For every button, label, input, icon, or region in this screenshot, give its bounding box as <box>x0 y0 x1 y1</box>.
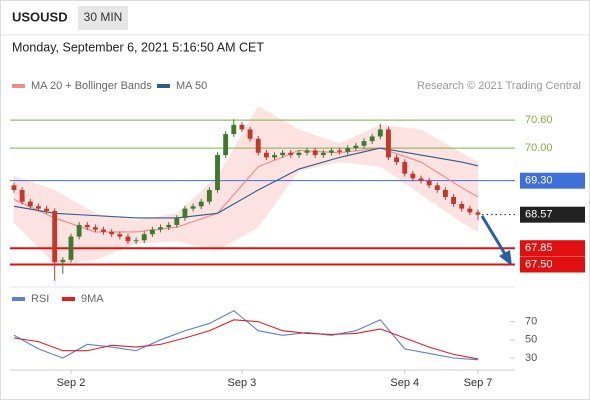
level-label-box <box>520 172 585 189</box>
legend-swatch <box>12 84 25 88</box>
candle-body <box>35 206 41 209</box>
candle-body <box>206 190 212 202</box>
candle-body <box>369 136 375 142</box>
level-label: 70.60 <box>525 114 553 126</box>
candle-body <box>223 134 229 156</box>
candle-body <box>386 129 391 158</box>
candle-body <box>117 234 123 237</box>
x-tick-label: Sep 3 <box>228 377 257 389</box>
candle-body <box>394 157 400 163</box>
level-label: 68.57 <box>525 209 553 221</box>
candle-body <box>320 152 326 156</box>
legend-swatch <box>62 297 75 301</box>
x-tick-label: Sep 7 <box>464 377 493 389</box>
x-tick-label: Sep 2 <box>57 377 86 389</box>
candle-body <box>410 173 416 179</box>
candle-body <box>60 259 66 263</box>
candle-body <box>451 196 457 204</box>
candle-body <box>52 210 58 263</box>
candle-body <box>475 212 481 215</box>
candle-body <box>247 129 253 139</box>
candle-body <box>44 208 50 211</box>
candle-body <box>174 217 180 225</box>
candle-body <box>109 231 115 235</box>
y-tick-label: 70 <box>525 316 537 328</box>
legend-swatch <box>12 297 25 301</box>
level-label-box <box>520 206 585 223</box>
candle-body <box>133 240 139 242</box>
candle-body <box>288 152 294 156</box>
candle-body <box>27 201 33 207</box>
level-label: 70.00 <box>525 142 553 154</box>
candle-body <box>426 180 432 186</box>
datetime: Monday, September 6, 2021 5:16:50 AM CET <box>12 40 264 54</box>
candle-body <box>467 208 473 213</box>
level-label: 67.50 <box>525 258 553 270</box>
candle-body <box>68 236 74 260</box>
timeframe[interactable]: 30 MIN <box>84 10 123 24</box>
level-label-box <box>520 256 585 273</box>
symbol: USOUSD <box>12 9 68 24</box>
legend-label: MA 50 <box>176 80 207 92</box>
level-label: 67.85 <box>525 242 553 254</box>
candle-body <box>402 162 408 174</box>
candle-body <box>345 148 351 152</box>
candle-body <box>84 224 90 228</box>
candle-body <box>11 185 17 190</box>
y-tick-label: 30 <box>525 352 537 364</box>
candle-body <box>215 155 220 190</box>
indicator-line <box>13 147 479 219</box>
candle-body <box>459 203 465 209</box>
candle-body <box>76 224 82 237</box>
legend-swatch <box>157 84 170 88</box>
candle-body <box>149 229 155 235</box>
timeframe-tab[interactable] <box>78 6 128 30</box>
candle-body <box>101 229 106 232</box>
candle-body <box>296 152 302 156</box>
candle-body <box>158 227 163 230</box>
x-tick-label: Sep 4 <box>390 377 419 389</box>
legend-label: RSI <box>31 293 49 305</box>
source: Research © 2021 Trading Central <box>417 80 581 92</box>
candle-body <box>418 178 424 181</box>
candle-body <box>198 201 204 207</box>
candle-body <box>125 236 131 242</box>
indicator-line <box>13 319 479 360</box>
legend-label: 9MA <box>81 293 104 305</box>
candle-body <box>280 152 286 156</box>
candle-body <box>166 224 172 228</box>
candle-body <box>190 206 196 209</box>
plot: 70.60 70.00 69.30 68.57 67.85 67.50 Sep 2 Sep 3… <box>10 80 585 389</box>
candle-body <box>92 227 98 230</box>
candle-body <box>255 138 261 153</box>
candle-body <box>442 190 448 197</box>
candle-body <box>377 129 383 137</box>
level-label: 69.30 <box>525 175 553 187</box>
candle-body <box>272 155 277 158</box>
candle-body <box>361 141 367 146</box>
candle-body <box>239 124 245 130</box>
candle-body <box>141 234 147 241</box>
candle-body <box>182 208 188 218</box>
candle-body <box>337 150 343 152</box>
forecast-arrow <box>480 215 507 255</box>
candle-body <box>434 185 440 190</box>
candle-body <box>353 145 359 149</box>
candle-body <box>329 150 334 153</box>
candle-body <box>19 190 25 202</box>
level-label-box <box>520 240 585 257</box>
candle-body <box>304 150 310 153</box>
candle-body <box>231 124 237 135</box>
candle-body <box>263 152 269 158</box>
y-tick-label: 50 <box>525 334 537 346</box>
candle-body <box>312 150 318 156</box>
legend-label: MA 20 + Bollinger Bands <box>31 80 152 92</box>
forecast-arrowhead <box>499 250 512 266</box>
